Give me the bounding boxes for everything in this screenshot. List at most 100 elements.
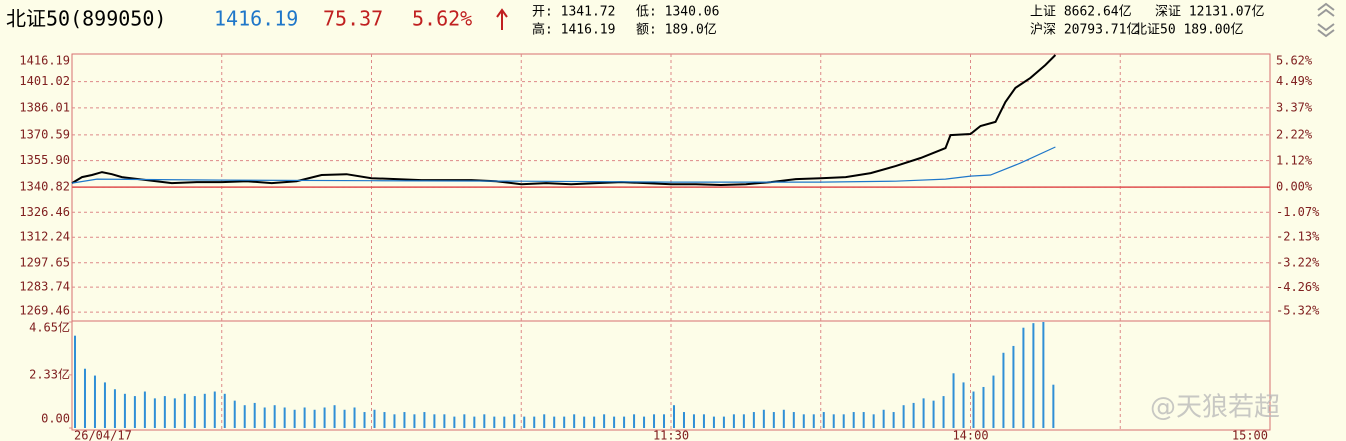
volume-bar [882,409,885,428]
volume-bar [752,412,755,428]
volume-bar [273,405,276,428]
price-line [71,54,1057,187]
y-tick-label: 1370.59 [19,127,70,141]
volume-bar [103,382,106,428]
x-tick-label: 11:30 [653,429,689,441]
volume-bar [383,412,386,428]
y-tick-label: 1401.02 [19,74,70,88]
volume-bar [762,409,765,428]
y-tick-label: 1269.46 [19,304,70,318]
low: 低: 1340.06 [636,5,719,20]
y2-tick-label: 4.49% [1276,74,1313,88]
y2-tick-label: -4.26% [1276,280,1320,294]
volume-bar [852,412,855,428]
volume-bar [742,414,745,428]
amount: 额: 189.0亿 [636,23,717,38]
volume-bar [473,416,476,428]
volume-bar [343,409,346,428]
volume-bar [113,389,116,428]
volume-bar [772,412,775,428]
sh-amount: 上证 8662.64亿 [1030,5,1132,20]
volume-bar [303,407,306,428]
volume-bar [842,414,845,428]
volume-bar [982,386,985,428]
volume-bar [613,416,616,428]
volume-bar [732,414,735,428]
sz-amount: 深证 12131.07亿 [1155,5,1264,20]
volume-bar [892,412,895,428]
average-line [71,146,1056,184]
volume-bar [463,414,466,428]
watermark: @天狼若超 [1150,393,1280,423]
volume-bar [313,409,316,428]
x-tick-label: 14:00 [952,429,988,441]
y2-tick-label: -5.32% [1276,304,1320,318]
volume-bar [902,405,905,428]
volume-bar [1022,327,1025,428]
bz-amount: 北证50 189.00亿 [1134,23,1243,38]
volume-bar [593,416,596,428]
y-tick-label: 1326.46 [19,205,70,219]
volume-bar [233,400,236,428]
volume-bar [682,412,685,428]
volume-bar [93,375,96,428]
y-tick-label: 1297.65 [19,255,70,269]
volume-bar [702,414,705,428]
y2-tick-label: 2.22% [1276,127,1313,141]
volume-bar [123,393,126,428]
volume-bar [722,416,725,428]
volume-bar [1052,384,1055,428]
volume-bar [583,416,586,428]
volume-bar [802,414,805,428]
volume-bar [253,402,256,428]
volume-bar [83,368,86,428]
volume-bar [203,393,206,428]
change-pct: 5.62% [412,7,472,31]
volume-bar [413,414,416,428]
volume-bar [373,409,376,428]
volume-bar [792,412,795,428]
volume-bar [872,414,875,428]
volume-bar [553,416,556,428]
y2-tick-label: 5.62% [1276,54,1313,68]
y-tick-label: 4.65亿 [29,320,70,335]
volume-bar [972,391,975,428]
volume-bar [423,412,426,428]
volume-bar [663,414,666,428]
y2-tick-label: 3.37% [1276,100,1313,114]
y-tick-label: 1283.74 [19,280,70,294]
volume-bar [323,407,326,428]
volume-bar [513,414,516,428]
volume-bar [393,414,396,428]
volume-bar [822,412,825,428]
volume-bar [922,398,925,428]
y-tick-label: 1340.82 [19,180,70,194]
volume-bar [952,373,955,428]
volume-bar [633,414,636,428]
volume-bar [1002,352,1005,428]
volume-bar [213,391,216,428]
volume-bar [673,405,675,428]
volume-bar [942,396,945,428]
scroll-icon[interactable] [1317,2,1335,38]
volume-bar [133,396,136,428]
up-arrow [496,8,508,30]
y2-tick-label: -3.22% [1276,255,1320,269]
high: 高: 1416.19 [532,22,615,38]
volume-bar [603,414,606,428]
volume-bar [493,416,496,428]
y-tick-label: 2.33亿 [29,366,70,381]
volume-bar [74,335,76,428]
volume-bar [223,393,226,428]
volume-bar [353,407,356,428]
volume-bar [862,412,865,428]
volume-bar [453,416,456,428]
volume-bar [293,409,296,428]
y2-tick-label: 1.12% [1276,153,1313,167]
volume-bar [932,400,935,428]
volume-bar [443,414,446,428]
volume-bar [483,414,486,428]
volume-bar [832,414,835,428]
